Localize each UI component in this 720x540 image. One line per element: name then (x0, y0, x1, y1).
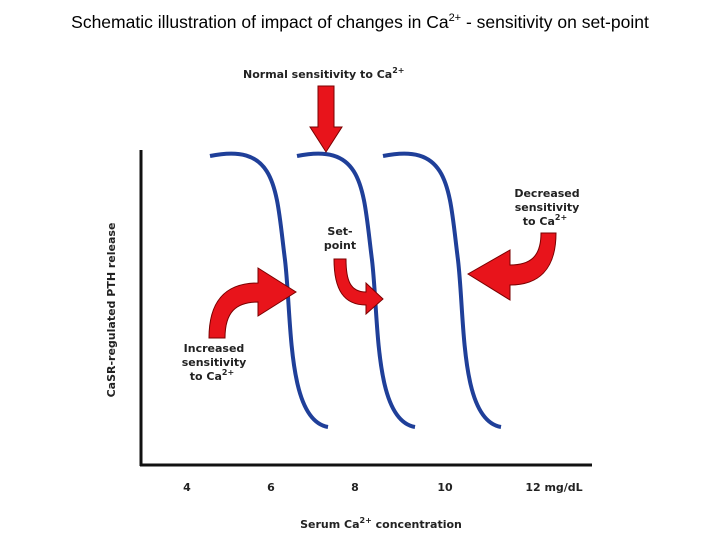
x-tick-label: 6 (267, 481, 275, 494)
arrow-increased-sensitivity (208, 267, 297, 339)
curve-normal-sensitivity (296, 151, 416, 429)
x-tick-label: 12 mg/dL (525, 481, 582, 494)
label-normal-sensitivity: Normal sensitivity to Ca2+ (243, 66, 404, 81)
label-decreased-line3: to Ca2+ (523, 213, 567, 228)
x-tick-label: 10 (437, 481, 453, 494)
x-tick-label: 8 (351, 481, 359, 494)
curve-decreased-sensitivity (382, 151, 502, 429)
slide-title: Schematic illustration of impact of chan… (0, 12, 720, 33)
title-main: Schematic illustration of impact of chan… (71, 12, 449, 32)
label-increased-line1: Increased (184, 342, 245, 355)
arrow-decreased-sensitivity (467, 232, 557, 301)
label-decreased-line2: sensitivity (515, 201, 580, 214)
curve-increased-sensitivity (209, 151, 329, 429)
label-decreased-line1: Decreased (514, 187, 579, 200)
title-rest: - sensitivity on set-point (461, 12, 649, 32)
x-tick-label: 4 (183, 481, 191, 494)
label-setpoint-line2: point (324, 239, 356, 252)
label-setpoint-line1: Set- (327, 225, 352, 238)
label-increased-line3: to Ca2+ (190, 368, 234, 383)
arrow-normal-sensitivity (309, 85, 343, 153)
label-increased-line2: sensitivity (182, 356, 247, 369)
y-axis-label: CaSR-regulated PTH release (105, 223, 118, 398)
x-axis-label: Serum Ca2+ concentration (300, 516, 462, 531)
arrow-setpoint (333, 258, 384, 316)
title-superscript: 2+ (448, 12, 462, 24)
